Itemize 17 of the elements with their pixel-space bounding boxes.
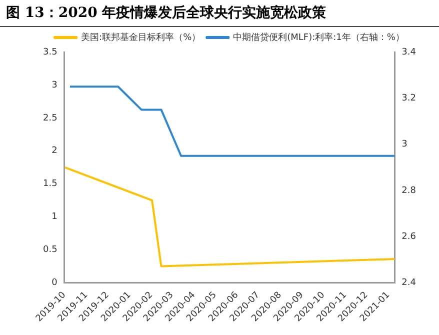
y2-tick-label: 3 [402,140,408,150]
y2-tick-label: 2.6 [402,232,416,242]
y2-tick-label: 2.4 [402,278,416,288]
chart-title: 图 13：2020 年疫情爆发后全球央行实施宽松政策 [0,0,439,27]
y-tick-label: 2 [52,146,58,156]
y-tick-label: 2.5 [42,113,58,124]
legend-label: 美国:联邦基金目标利率（%） [81,32,201,43]
y-tick-label: 0 [52,278,58,288]
y2-tick-label: 3.4 [402,47,416,58]
y2-tick-label: 3.2 [402,94,416,104]
y2-tick-label: 2.8 [402,186,416,196]
y-tick-label: 3 [52,80,58,90]
legend-label: 中期借贷便利(MLF):利率:1年（右轴：%） [233,32,404,43]
y-tick-label: 1 [52,212,58,222]
y-tick-label: 0.5 [42,245,58,256]
y-tick-label: 3.5 [42,47,58,58]
y-tick-label: 1.5 [42,179,58,190]
